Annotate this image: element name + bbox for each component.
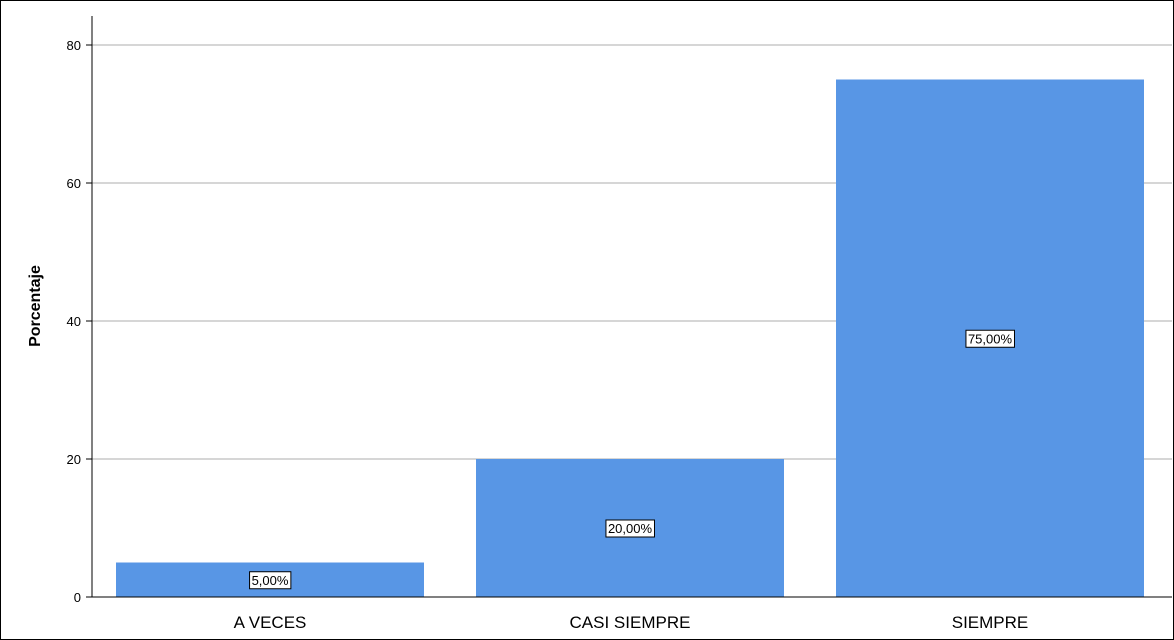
- axes: [86, 16, 1172, 598]
- y-tick-label: 40: [67, 314, 81, 329]
- data-label-box: [965, 329, 1015, 348]
- data-label: 20,00%: [605, 519, 655, 538]
- x-tick-labels: A VECES CASI SIEMPRE SIEMPRE: [234, 613, 1029, 632]
- data-label: 5,00%: [249, 571, 292, 590]
- x-tick-label: SIEMPRE: [952, 613, 1029, 632]
- data-label-text: 5,00%: [252, 573, 289, 588]
- data-label-box: [249, 571, 292, 590]
- data-label-box: [605, 519, 655, 538]
- y-tick-label: 0: [74, 590, 81, 605]
- y-tick-label: 20: [67, 452, 81, 467]
- y-tick-labels: 0 20 40 60 80: [67, 38, 81, 605]
- y-tick-label: 60: [67, 176, 81, 191]
- data-label-text: 20,00%: [608, 521, 653, 536]
- y-axis-label: Porcentaje: [27, 265, 44, 347]
- data-label-text: 75,00%: [968, 331, 1013, 346]
- data-labels: 5,00% 20,00% 75,00%: [249, 329, 1015, 590]
- data-label: 75,00%: [965, 329, 1015, 348]
- y-tick-label: 80: [67, 38, 81, 53]
- x-tick-label: A VECES: [234, 613, 307, 632]
- x-tick-label: CASI SIEMPRE: [570, 613, 691, 632]
